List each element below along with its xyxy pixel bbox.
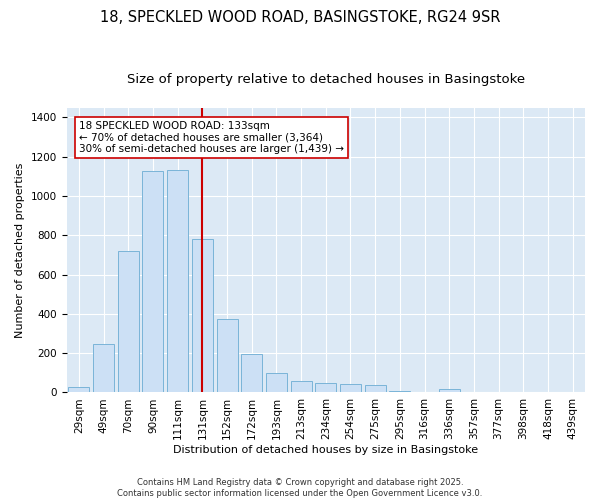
- Bar: [340, 384, 361, 392]
- Bar: [167, 170, 188, 392]
- Bar: [93, 344, 114, 392]
- Bar: [192, 239, 213, 392]
- Bar: [315, 382, 336, 392]
- Bar: [118, 252, 139, 392]
- Text: Contains HM Land Registry data © Crown copyright and database right 2025.
Contai: Contains HM Land Registry data © Crown c…: [118, 478, 482, 498]
- Bar: [68, 387, 89, 392]
- Bar: [290, 380, 311, 392]
- Bar: [217, 319, 238, 392]
- Y-axis label: Number of detached properties: Number of detached properties: [15, 162, 25, 338]
- Text: 18, SPECKLED WOOD ROAD, BASINGSTOKE, RG24 9SR: 18, SPECKLED WOOD ROAD, BASINGSTOKE, RG2…: [100, 10, 500, 25]
- Text: 18 SPECKLED WOOD ROAD: 133sqm
← 70% of detached houses are smaller (3,364)
30% o: 18 SPECKLED WOOD ROAD: 133sqm ← 70% of d…: [79, 121, 344, 154]
- Bar: [439, 389, 460, 392]
- X-axis label: Distribution of detached houses by size in Basingstoke: Distribution of detached houses by size …: [173, 445, 478, 455]
- Bar: [266, 373, 287, 392]
- Bar: [241, 354, 262, 393]
- Bar: [365, 385, 386, 392]
- Bar: [142, 171, 163, 392]
- Bar: [389, 391, 410, 392]
- Title: Size of property relative to detached houses in Basingstoke: Size of property relative to detached ho…: [127, 72, 525, 86]
